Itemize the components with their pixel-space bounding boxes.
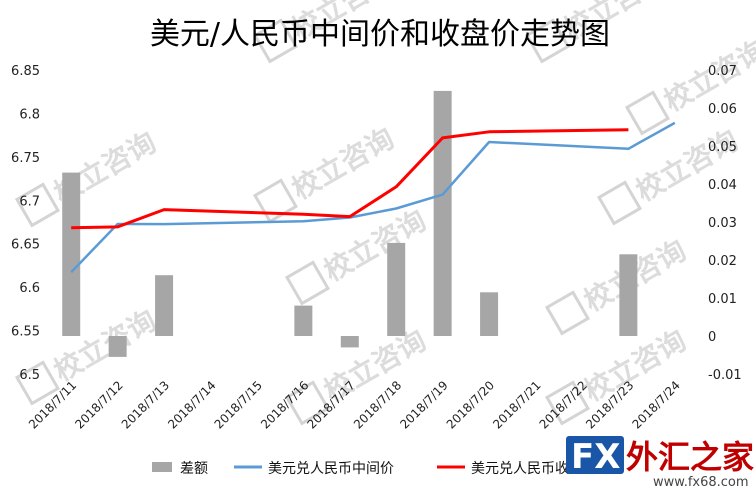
watermark-mark xyxy=(252,18,299,64)
left-tick-label: 6.85 xyxy=(11,64,40,79)
watermark-text: 校立咨询 xyxy=(630,123,744,208)
x-tick-label: 2018/7/13 xyxy=(119,378,172,431)
watermark: 校立咨询 xyxy=(624,33,756,136)
watermark-mark xyxy=(14,360,61,406)
right-tick-label: 0.01 xyxy=(708,292,737,307)
x-tick-label: 2018/7/20 xyxy=(444,378,497,431)
bar xyxy=(340,336,359,348)
x-tick-label: 2018/7/24 xyxy=(629,378,682,431)
legend-label-mid: 美元兑人民币中间价 xyxy=(268,461,394,477)
right-tick-label: 0.02 xyxy=(708,254,737,269)
watermark-text: 校立咨询 xyxy=(286,121,400,206)
watermark-mark xyxy=(524,18,571,64)
right-tick-label: 0 xyxy=(708,330,716,345)
right-tick-label: 0.05 xyxy=(708,140,737,155)
bar xyxy=(433,90,452,337)
left-tick-label: 6.8 xyxy=(19,107,40,122)
watermark: 校立咨询 xyxy=(544,323,692,426)
logo-fx-text: FX xyxy=(571,437,620,477)
legend-swatch-bar xyxy=(152,462,172,472)
watermark-mark xyxy=(544,380,591,426)
bar xyxy=(387,242,406,336)
legend: 差额 美元兑人民币中间价 美元兑人民币收 xyxy=(152,461,569,477)
logo-box xyxy=(566,436,624,474)
x-tick-label: 2018/7/14 xyxy=(165,378,218,431)
left-tick-label: 6.55 xyxy=(11,325,40,340)
logo-cn-text: 外汇之家 xyxy=(626,438,754,476)
x-tick-label: 2018/7/15 xyxy=(212,378,265,431)
watermark-mark xyxy=(252,178,299,224)
left-tick-label: 6.7 xyxy=(19,194,40,209)
left-tick-label: 6.75 xyxy=(11,151,40,166)
left-tick-label: 6.6 xyxy=(19,281,40,296)
watermark-mark xyxy=(544,290,591,336)
right-tick-label: -0.01 xyxy=(708,368,742,383)
watermark-mark xyxy=(284,260,331,306)
x-tick-label: 2018/7/21 xyxy=(490,378,543,431)
chart-title: 美元/人民币中间价和收盘价走势图 xyxy=(150,17,610,52)
line-mid-price xyxy=(70,121,676,274)
line-series xyxy=(70,121,676,274)
left-axis-ticks: 6.5 6.55 6.6 6.65 6.7 6.75 6.8 6.85 xyxy=(11,64,40,383)
x-tick-label: 2018/7/12 xyxy=(72,378,125,431)
watermark-mark xyxy=(596,180,643,226)
watermark-mark xyxy=(284,380,331,426)
bar xyxy=(108,336,127,357)
watermark: 校立咨询 xyxy=(14,303,162,406)
line-close-price xyxy=(71,128,629,230)
bar xyxy=(294,305,313,336)
x-tick-label: 2018/7/11 xyxy=(26,378,79,431)
x-tick-label: 2018/7/19 xyxy=(397,378,450,431)
right-axis-ticks: -0.01 0 0.01 0.02 0.03 0.04 0.05 0.06 0.07 xyxy=(708,64,742,383)
watermark: 校立咨询 xyxy=(252,121,400,224)
legend-label-bar: 差额 xyxy=(180,461,208,477)
right-tick-label: 0.07 xyxy=(708,64,737,79)
logo-url-text: www.fx68.com xyxy=(653,475,749,490)
bar xyxy=(480,292,499,336)
watermark: 校立咨询 xyxy=(284,203,432,306)
watermark: 校立咨询 xyxy=(596,123,744,226)
right-tick-label: 0.04 xyxy=(708,178,737,193)
watermark-mark xyxy=(624,90,671,136)
bar xyxy=(619,254,638,336)
bar xyxy=(62,172,81,336)
bar-series-差额 xyxy=(62,90,638,357)
left-tick-label: 6.5 xyxy=(19,368,40,383)
bar xyxy=(155,275,174,336)
watermark-mark xyxy=(14,182,61,228)
legend-label-close: 美元兑人民币收 xyxy=(471,461,569,477)
watermark: 校立咨询 xyxy=(544,233,692,336)
left-tick-label: 6.65 xyxy=(11,238,40,253)
right-tick-label: 0.06 xyxy=(708,102,737,117)
watermark: 校立咨询 xyxy=(14,125,162,228)
fx68-logo: FX 外汇之家 www.fx68.com xyxy=(566,436,754,490)
right-tick-label: 0.03 xyxy=(708,216,737,231)
